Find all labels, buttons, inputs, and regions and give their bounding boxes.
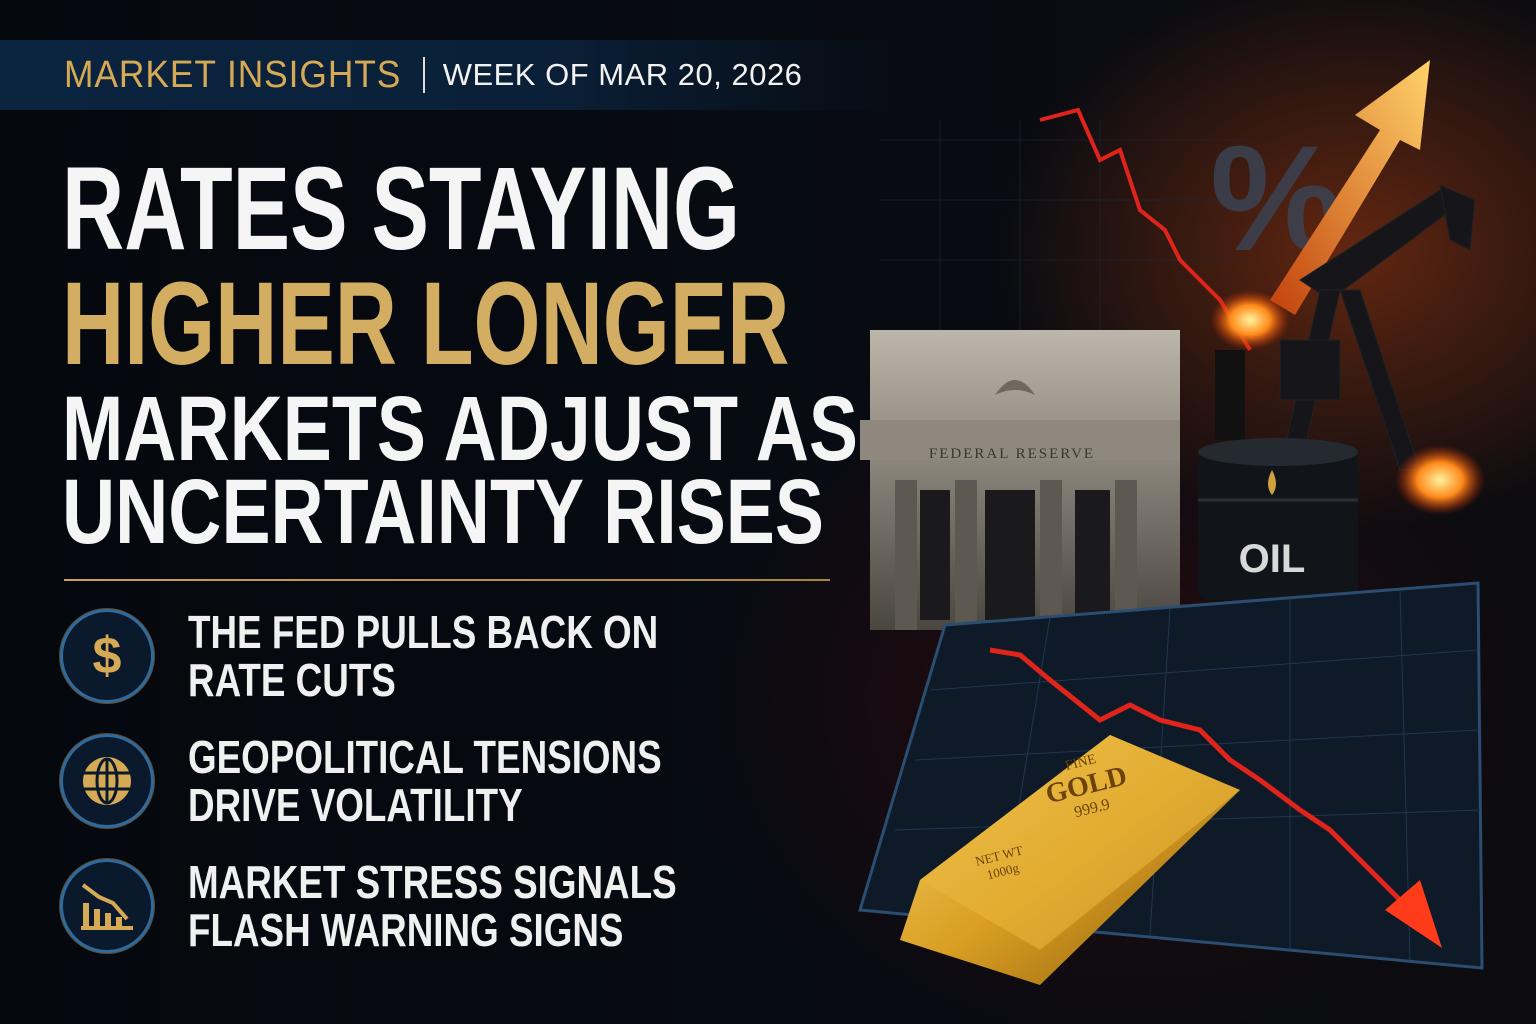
bullet-geopolitics: GEOPOLITICAL TENSIONS DRIVE VOLATILITY — [60, 733, 780, 829]
flame — [1210, 290, 1290, 350]
headline-line-1: RATES STAYING — [62, 143, 741, 275]
declining-chart-icon — [60, 859, 154, 953]
oil-pumpjack — [1279, 184, 1476, 471]
flame — [1395, 445, 1485, 515]
oil-drop-icon — [1268, 470, 1276, 495]
background-grid — [880, 120, 1250, 330]
bullet-line: GEOPOLITICAL TENSIONS — [188, 731, 662, 783]
bullet-line: RATE CUTS — [188, 654, 396, 706]
falling-trend-line — [1039, 107, 1252, 352]
bullet-market-stress: MARKET STRESS SIGNALS FLASH WARNING SIGNS — [60, 858, 799, 954]
banner-separator — [422, 57, 425, 93]
subheadline-line-1: MARKETS ADJUST AS — [62, 378, 859, 480]
header-banner: MARKET INSIGHTS WEEK OF MAR 20, 2026 — [0, 40, 900, 110]
week-date: WEEK OF MAR 20, 2026 — [442, 57, 803, 92]
rising-arrow-icon — [1270, 60, 1430, 315]
gold-bar: FINE GOLD 999.9 NET WT 1000g — [900, 735, 1240, 985]
chart-decline-line — [989, 647, 1402, 902]
dollar-icon: $ — [60, 609, 154, 703]
gold-fine-text: FINE — [1064, 752, 1098, 774]
bullet-fed: $ THE FED PULLS BACK ON RATE CUTS — [60, 608, 776, 704]
barrel-label: OIL — [1239, 537, 1306, 581]
eagle-emblem — [995, 380, 1035, 395]
globe-icon — [60, 734, 154, 828]
divider — [64, 579, 830, 581]
federal-reserve-building: FEDERAL RESERVE — [860, 330, 1180, 630]
bullet-line: MARKET STRESS SIGNALS — [188, 856, 677, 908]
bullet-line: FLASH WARNING SIGNS — [188, 904, 624, 956]
building-inscription: FEDERAL RESERVE — [929, 446, 1095, 462]
bullet-line: DRIVE VOLATILITY — [188, 779, 523, 831]
oil-barrel: OIL — [1198, 438, 1358, 600]
bullet-line: THE FED PULLS BACK ON — [188, 606, 659, 658]
down-arrow-icon — [1385, 880, 1442, 948]
subheadline-line-2: UNCERTAINTY RISES — [62, 461, 824, 563]
headline-line-2: HIGHER LONGER — [62, 258, 790, 390]
section-kicker: MARKET INSIGHTS — [64, 53, 402, 96]
